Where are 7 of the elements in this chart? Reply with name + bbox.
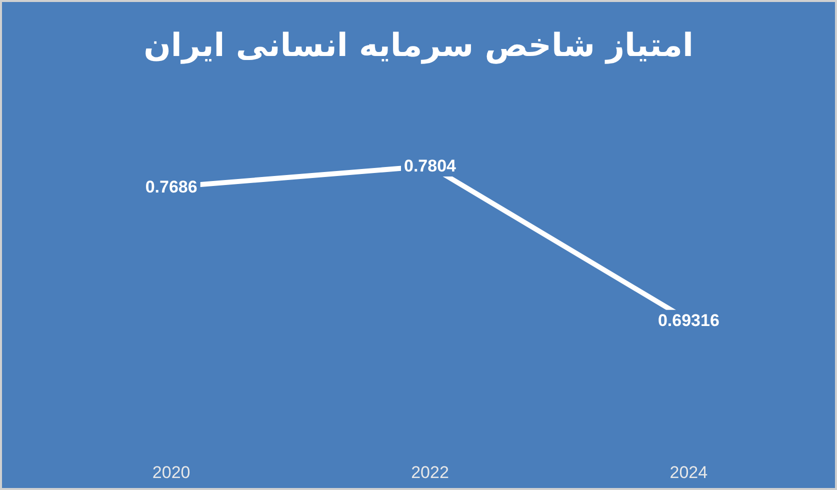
x-tick-label: 2022	[411, 463, 449, 482]
x-tick-label: 2020	[152, 463, 190, 482]
x-tick-label: 2024	[670, 463, 708, 482]
data-label: 0.7686	[145, 177, 198, 196]
chart-title: امتیاز شاخص سرمایه انسانی ایران	[144, 26, 694, 64]
data-label: 0.69316	[658, 310, 720, 330]
data-label: 0.7804	[404, 156, 457, 176]
